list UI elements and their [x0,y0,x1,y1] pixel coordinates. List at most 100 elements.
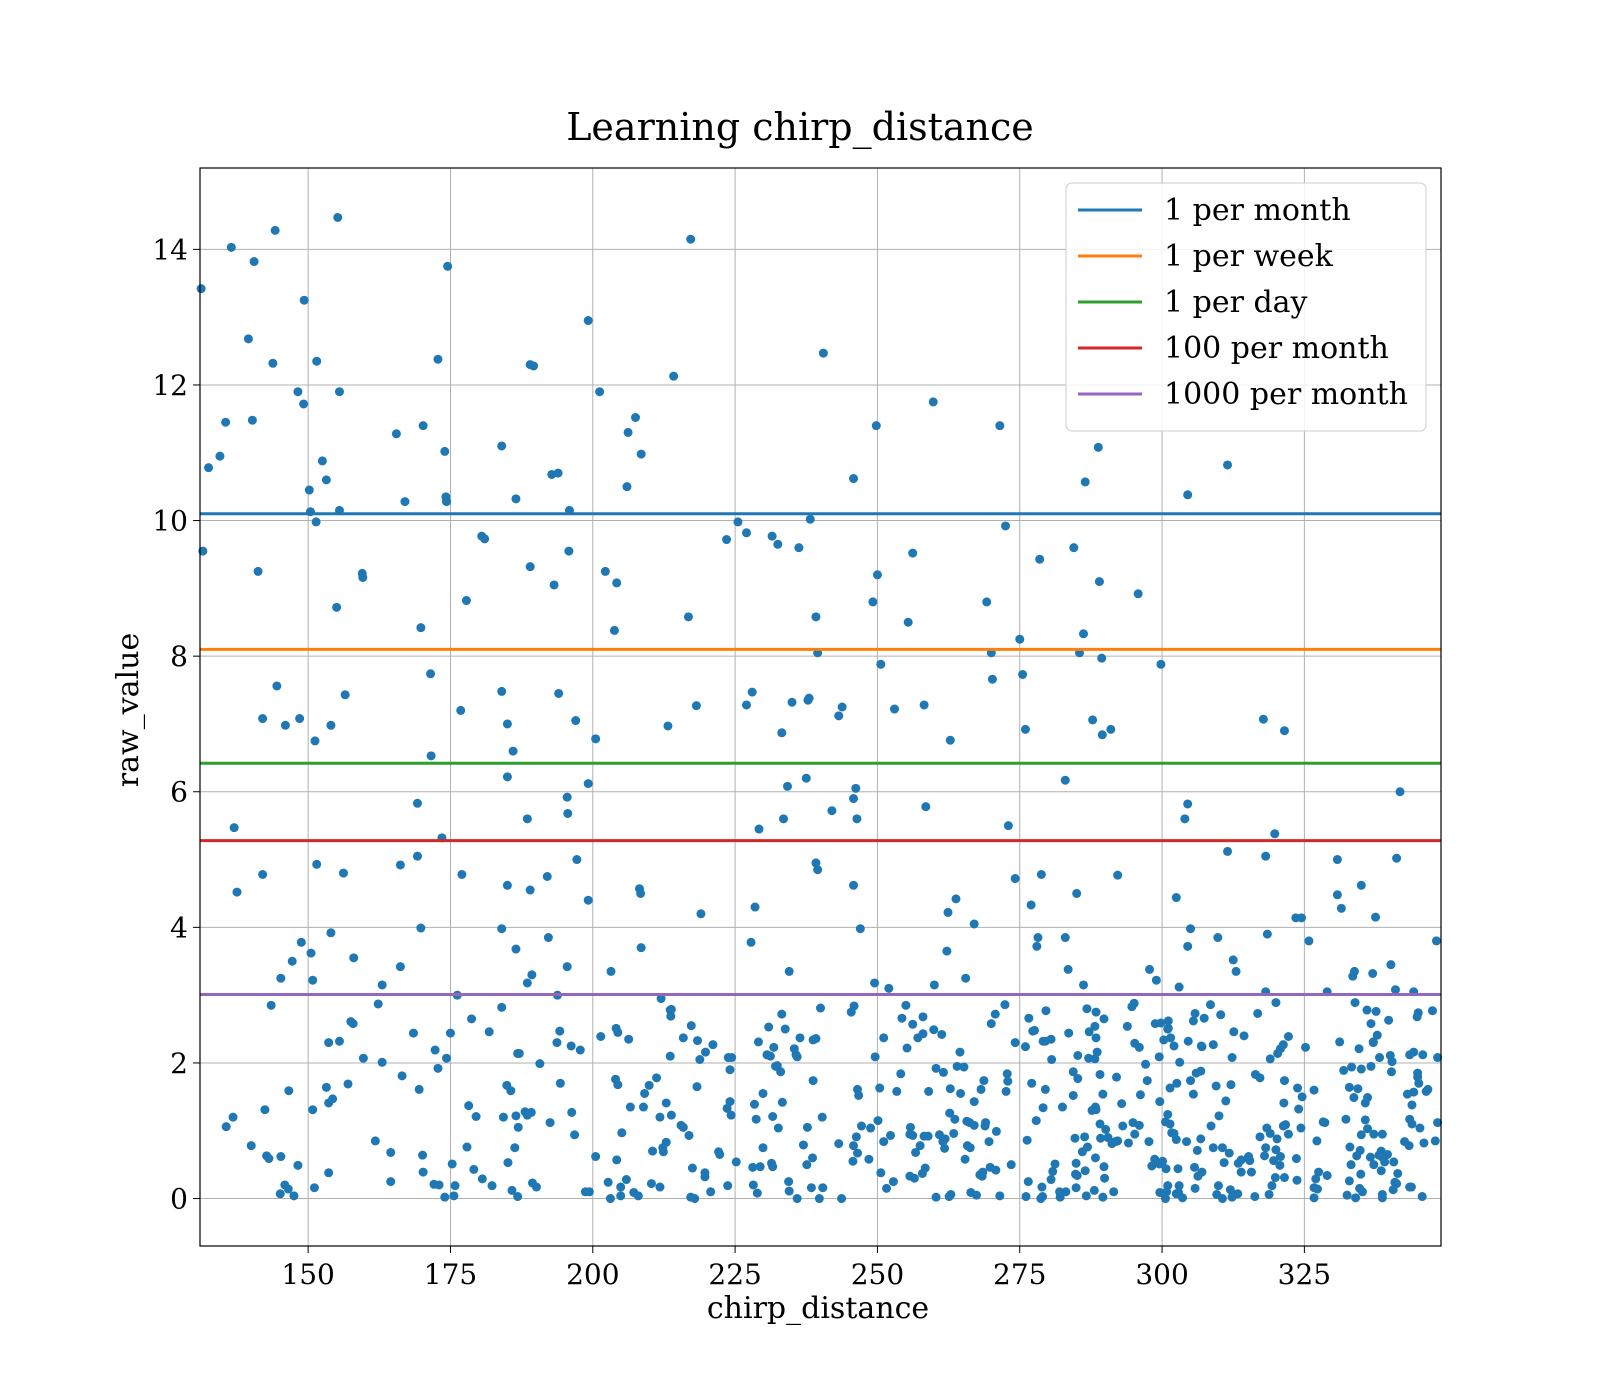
data-point [1322,1170,1332,1180]
data-point [879,1033,889,1043]
data-point [1223,460,1233,470]
data-point [952,1061,962,1071]
data-point [358,573,368,583]
data-point [1265,1054,1275,1064]
data-point [440,446,450,456]
data-point [1390,985,1400,995]
data-point [984,1137,994,1147]
data-point [1386,960,1396,970]
data-point [562,962,572,972]
data-point [919,700,929,710]
data-point [603,1177,613,1187]
data-point [317,456,327,466]
data-point [1309,1085,1319,1095]
data-point [896,1069,906,1079]
data-point [1335,1037,1345,1047]
data-point [1354,1044,1364,1054]
data-point [1186,1076,1196,1086]
data-point [1003,821,1013,831]
data-point [289,1191,299,1201]
data-point [447,1159,457,1169]
data-point [854,1090,864,1100]
data-point [1159,1035,1169,1045]
data-point [221,417,231,427]
data-point [1279,1098,1289,1108]
data-point [1000,1000,1010,1010]
data-point [204,463,214,473]
plot-area-frame [199,167,1442,1247]
data-point [386,1147,396,1157]
data-point [377,980,387,990]
data-point [764,1022,774,1032]
data-point [1369,1160,1379,1170]
data-point [464,1101,474,1111]
data-point [870,1052,880,1062]
data-point [1093,442,1103,452]
data-point [1047,1055,1057,1065]
data-point [312,356,322,366]
data-point [502,719,512,729]
data-point [1309,1193,1319,1203]
data-point [629,1187,639,1197]
data-point [484,1027,494,1037]
data-point [787,697,797,707]
data-point [226,242,236,252]
data-point [1188,1089,1198,1099]
data-point [868,597,878,607]
data-point [1147,1161,1157,1171]
data-point [258,869,268,879]
data-point [591,1152,601,1162]
data-point [299,399,309,409]
x-tick-label: 325 [1278,1258,1331,1291]
data-point [690,1194,700,1204]
data-point [813,865,823,875]
data-point [391,429,401,439]
data-point [949,1128,959,1138]
data-point [808,1153,818,1163]
data-point [299,295,309,305]
data-point [280,720,290,730]
data-point [1027,1078,1037,1088]
data-point [426,751,436,761]
data-point [1172,1078,1182,1088]
data-point [882,1183,892,1193]
data-point [1377,1189,1387,1199]
data-point [990,1009,1000,1019]
data-point [1261,1143,1271,1153]
data-point [962,1141,972,1151]
data-point [1262,929,1272,939]
data-point [1264,1189,1274,1199]
data-point [272,681,282,691]
data-point [1167,1128,1177,1138]
data-point [816,1003,825,1013]
data-point [658,1143,668,1153]
data-point [811,612,821,622]
data-point [1433,1053,1443,1063]
data-point [1038,1103,1048,1113]
x-tick-label: 225 [708,1258,761,1291]
data-point [1026,900,1036,910]
data-point [1135,1090,1145,1100]
data-point [1109,1187,1119,1197]
data-point [1092,1047,1102,1057]
data-point [296,937,306,947]
data-point [246,1141,256,1151]
data-point [1023,1177,1033,1187]
data-point [268,358,278,368]
data-point [683,612,693,622]
data-point [1342,1190,1352,1200]
data-point [1293,1083,1303,1093]
data-point [837,702,847,712]
data-point [324,1168,334,1178]
data-point [418,421,428,431]
data-point [1050,1159,1060,1169]
data-point [1382,1149,1392,1159]
data-point [1296,1123,1306,1133]
data-point [784,1186,794,1196]
data-point [498,1112,508,1122]
data-point [1190,1008,1200,1018]
data-point [477,1174,487,1184]
data-point [1162,1187,1172,1197]
data-point [780,1024,790,1034]
data-point [1271,998,1281,1008]
